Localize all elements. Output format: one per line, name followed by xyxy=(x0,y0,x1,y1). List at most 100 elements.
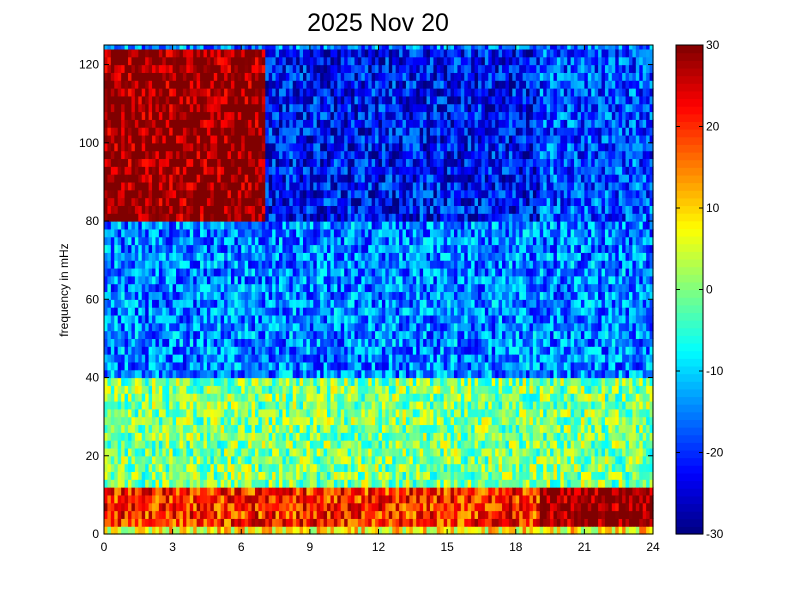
heatmap-cell xyxy=(179,181,184,191)
heatmap-cell xyxy=(289,267,294,277)
heatmap-cell xyxy=(169,510,174,519)
heatmap-cell xyxy=(134,48,139,58)
heatmap-cell xyxy=(138,471,143,480)
heatmap-cell xyxy=(186,408,191,418)
heatmap-cell xyxy=(371,393,376,402)
heatmap-cell xyxy=(165,134,170,144)
heatmap-cell xyxy=(299,479,304,488)
heatmap-cell xyxy=(272,463,277,472)
heatmap-cell xyxy=(285,127,290,136)
heatmap-cell xyxy=(316,400,321,410)
heatmap-cell xyxy=(145,440,150,449)
heatmap-cell xyxy=(110,354,115,363)
heatmap-cell xyxy=(155,346,160,355)
heatmap-cell xyxy=(316,119,321,128)
heatmap-cell xyxy=(316,354,321,363)
heatmap-cell xyxy=(114,189,119,199)
heatmap-cell xyxy=(220,221,225,230)
heatmap-cell xyxy=(128,181,133,191)
heatmap-cell xyxy=(131,205,136,214)
heatmap-cell xyxy=(268,440,273,449)
heatmap-cell xyxy=(337,80,342,89)
heatmap-cell xyxy=(145,221,150,230)
heatmap-cell xyxy=(186,510,191,519)
heatmap-cell xyxy=(289,400,294,410)
heatmap-cell xyxy=(193,377,198,386)
heatmap-cell xyxy=(316,197,321,206)
heatmap-cell xyxy=(131,103,136,113)
heatmap-cell xyxy=(330,252,335,261)
heatmap-cell xyxy=(361,346,366,355)
heatmap-cell xyxy=(244,291,249,300)
heatmap-cell xyxy=(330,447,335,457)
heatmap-cell xyxy=(227,424,232,433)
heatmap-cell xyxy=(172,338,177,347)
heatmap-cell xyxy=(131,127,136,136)
heatmap-cell xyxy=(206,205,211,214)
heatmap-cell xyxy=(182,338,187,347)
heatmap-cell xyxy=(121,526,126,535)
heatmap-cell xyxy=(114,103,119,113)
heatmap-cell xyxy=(189,72,194,81)
heatmap-cell xyxy=(189,408,194,418)
heatmap-cell xyxy=(368,526,373,535)
heatmap-cell xyxy=(285,103,290,113)
heatmap-cell xyxy=(155,221,160,230)
heatmap-cell xyxy=(210,111,215,120)
heatmap-cell xyxy=(351,510,356,519)
heatmap-cell xyxy=(217,400,222,410)
heatmap-cell xyxy=(241,377,246,386)
heatmap-cell xyxy=(182,377,187,386)
heatmap-cell xyxy=(368,283,373,293)
heatmap-cell xyxy=(330,134,335,144)
heatmap-cell xyxy=(351,400,356,410)
heatmap-cell xyxy=(357,346,362,355)
heatmap-cell xyxy=(182,393,187,402)
heatmap-cell xyxy=(196,291,201,300)
heatmap-cell xyxy=(261,72,266,81)
heatmap-cell xyxy=(337,127,342,136)
heatmap-cell xyxy=(193,526,198,535)
heatmap-cell xyxy=(131,119,136,128)
heatmap-cell xyxy=(145,127,150,136)
heatmap-cell xyxy=(179,314,184,324)
heatmap-cell xyxy=(292,72,297,81)
heatmap-cell xyxy=(313,142,318,152)
heatmap-cell xyxy=(258,119,263,128)
heatmap-cell xyxy=(217,416,222,426)
heatmap-cell xyxy=(213,314,218,324)
heatmap-cell xyxy=(114,181,119,191)
heatmap-cell xyxy=(203,88,208,97)
heatmap-cell xyxy=(265,424,270,433)
heatmap-cell xyxy=(186,181,191,191)
heatmap-cell xyxy=(234,48,239,58)
heatmap-cell xyxy=(354,119,359,128)
heatmap-cell xyxy=(203,393,208,402)
heatmap-cell xyxy=(107,487,112,496)
heatmap-cell xyxy=(182,189,187,199)
heatmap-cell xyxy=(316,95,321,105)
heatmap-cell xyxy=(145,56,150,66)
heatmap-cell xyxy=(313,103,318,113)
heatmap-cell xyxy=(296,174,301,183)
heatmap-cell xyxy=(193,56,198,66)
heatmap-cell xyxy=(104,502,109,512)
heatmap-cell xyxy=(189,127,194,136)
heatmap-cell xyxy=(261,330,266,339)
heatmap-cell xyxy=(368,64,373,73)
heatmap-cell xyxy=(155,236,160,246)
heatmap-cell xyxy=(189,393,194,402)
heatmap-cell xyxy=(148,244,153,253)
heatmap-cell xyxy=(128,471,133,480)
heatmap-cell xyxy=(131,48,136,58)
heatmap-cell xyxy=(347,174,352,183)
heatmap-cell xyxy=(179,408,184,418)
heatmap-cell xyxy=(114,400,119,410)
heatmap-cell xyxy=(258,479,263,488)
heatmap-cell xyxy=(138,213,143,222)
heatmap-cell xyxy=(104,221,109,230)
heatmap-cell xyxy=(117,463,122,472)
heatmap-cell xyxy=(347,236,352,246)
heatmap-cell xyxy=(230,127,235,136)
heatmap-cell xyxy=(357,134,362,144)
